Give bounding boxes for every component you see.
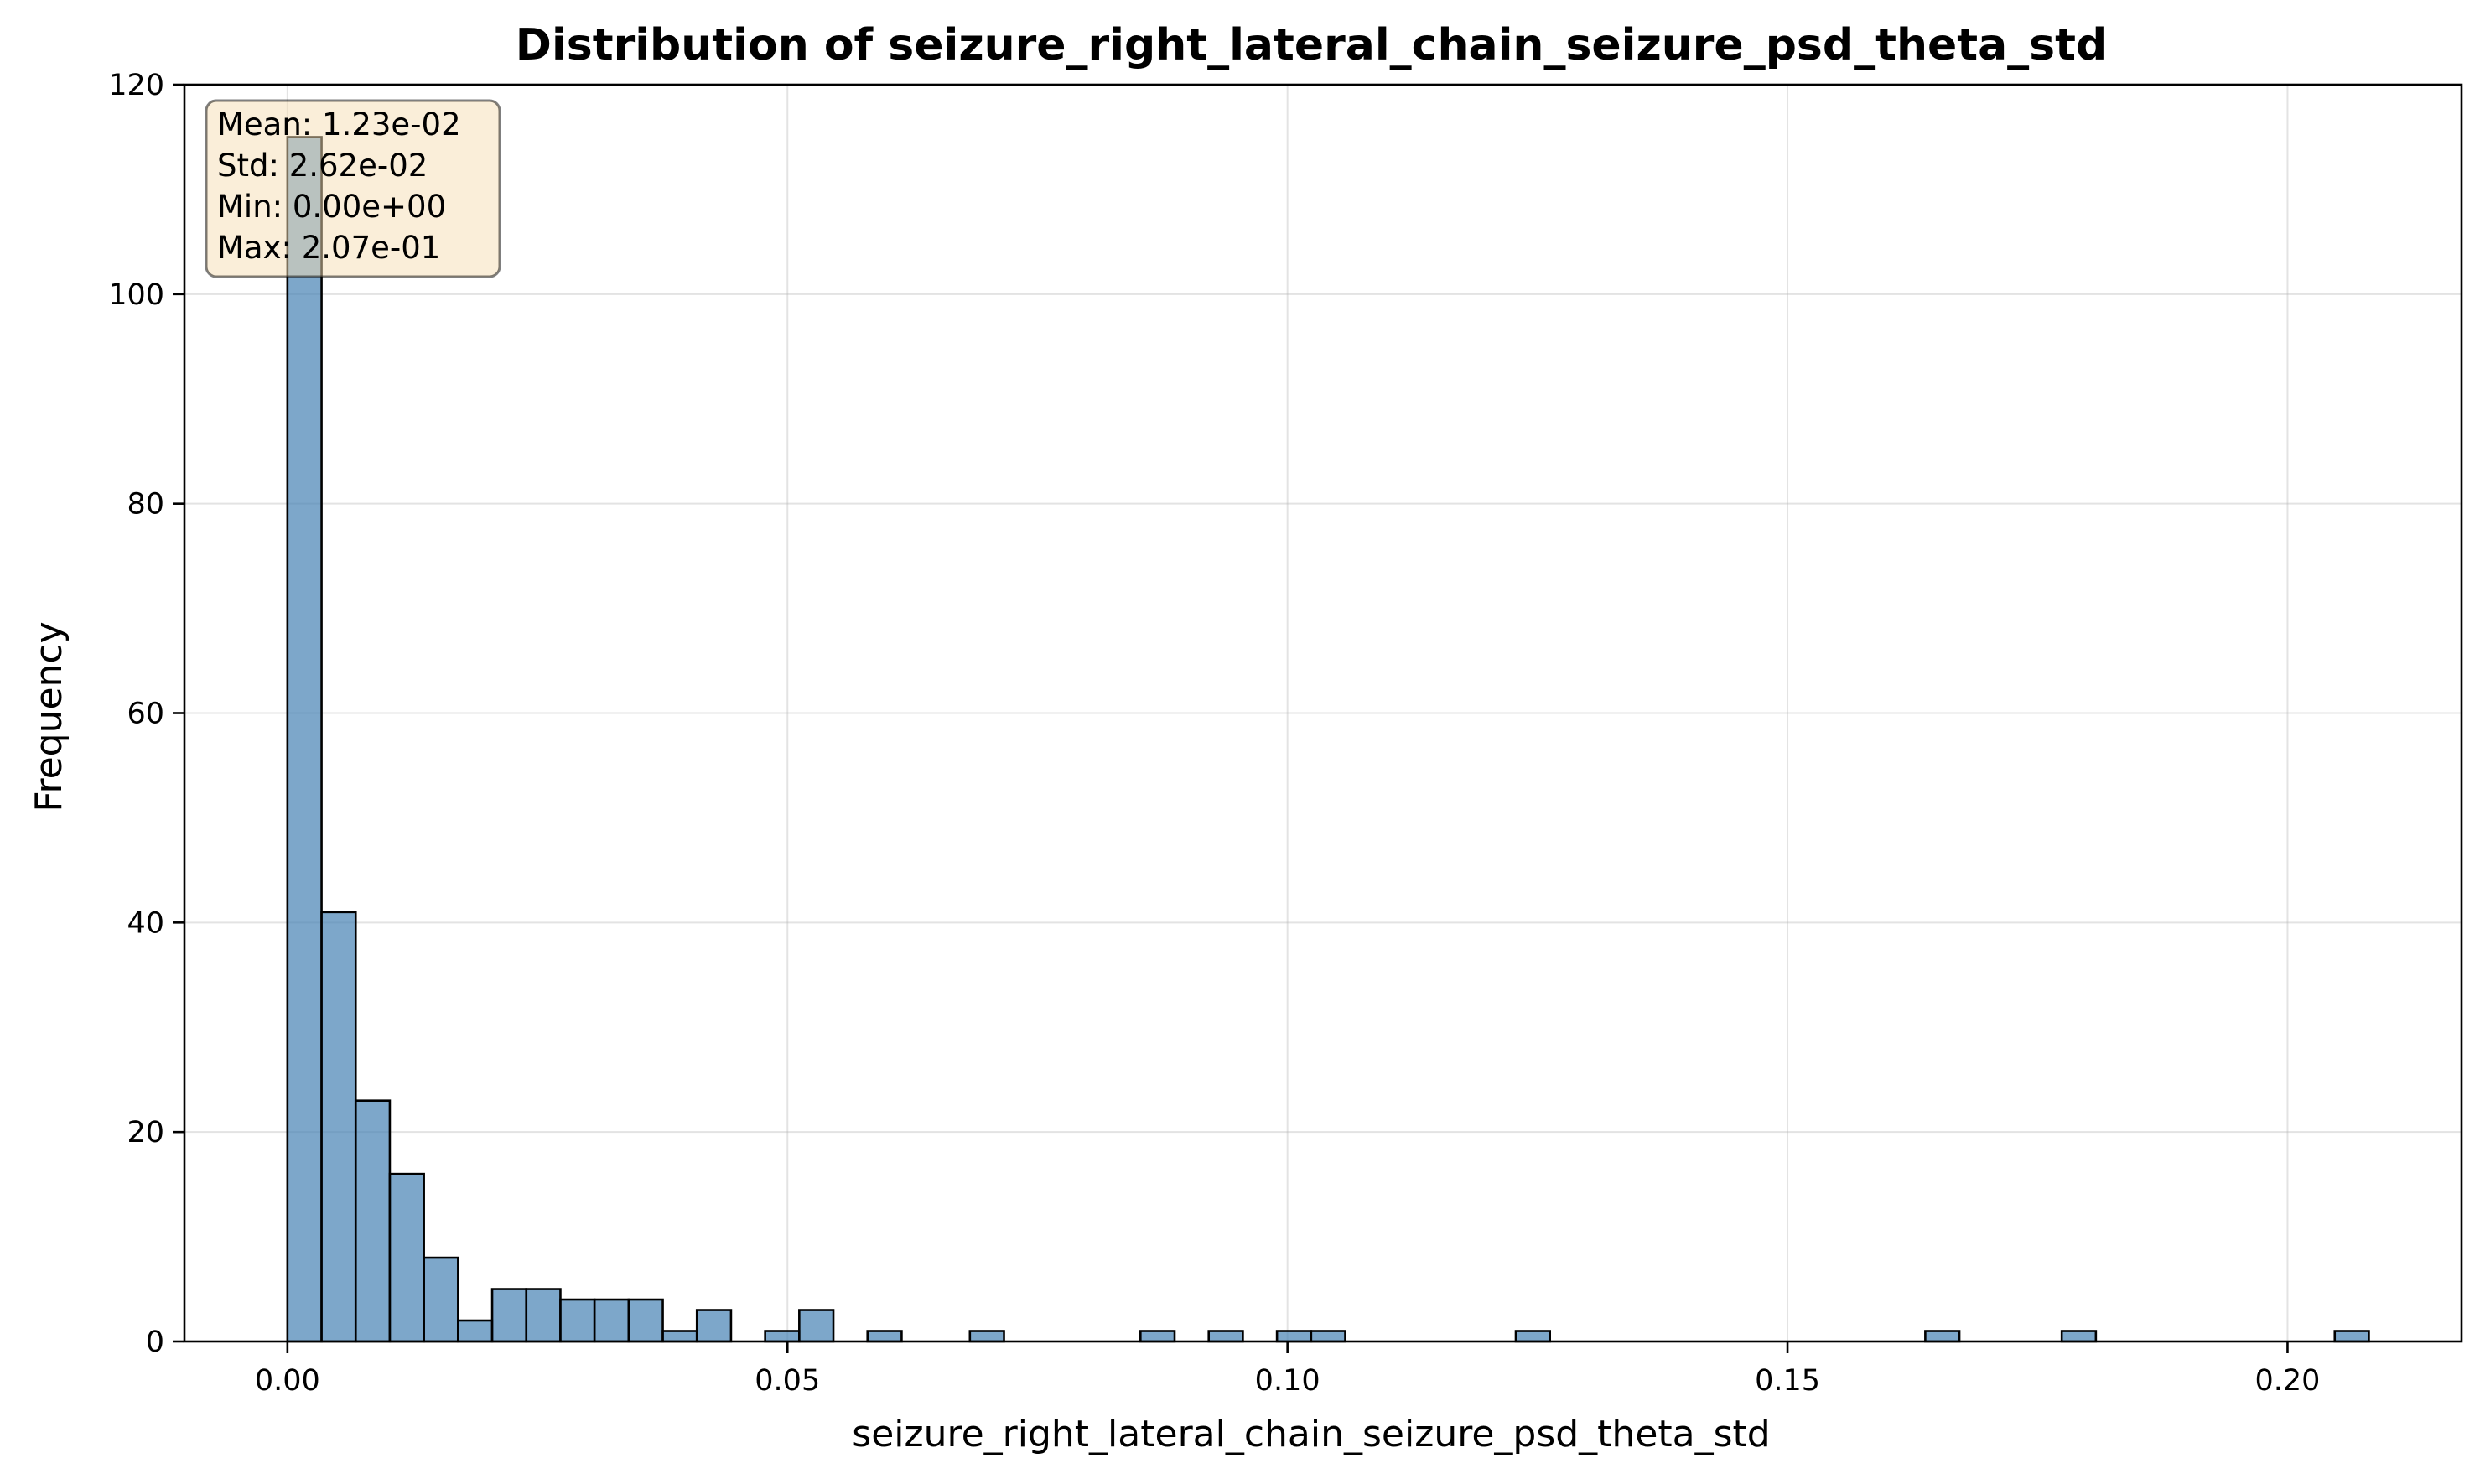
histogram-bar	[1924, 1330, 1961, 1343]
x-tick-label: 0.00	[255, 1364, 320, 1398]
chart-title: Distribution of seizure_right_lateral_ch…	[516, 20, 2107, 70]
histogram-bar	[1139, 1330, 1176, 1343]
y-axis-ticks: 0 20 40 60 80 100 120	[108, 69, 184, 1359]
y-tick-label: 60	[127, 698, 164, 731]
histogram-bar	[457, 1319, 494, 1343]
histogram-bar	[388, 1172, 425, 1343]
histogram-bar	[798, 1309, 835, 1343]
histogram-bar	[627, 1298, 664, 1343]
histogram-bar	[1310, 1330, 1346, 1343]
x-tick-label: 0.05	[755, 1364, 820, 1398]
x-axis-ticks: 0.00 0.05 0.10 0.15 0.20	[255, 1341, 2320, 1398]
histogram-bar	[661, 1330, 698, 1343]
histogram-bar	[354, 1099, 392, 1343]
stats-min: Min: 0.00e+00	[217, 189, 446, 225]
stats-mean: Mean: 1.23e-02	[217, 106, 461, 143]
y-axis-label: Frequency	[28, 621, 70, 812]
stats-annotation: Mean: 1.23e-02 Std: 2.62e-02 Min: 0.00e+…	[205, 99, 501, 278]
histogram-bar	[1514, 1330, 1551, 1343]
histogram-bar	[866, 1330, 903, 1343]
x-tick-label: 0.20	[2254, 1364, 2320, 1398]
histogram-bar	[286, 136, 323, 1343]
stats-box	[205, 99, 501, 278]
x-tick-label: 0.15	[1755, 1364, 1820, 1398]
y-tick-label: 0	[146, 1326, 164, 1359]
histogram-bar	[764, 1330, 801, 1343]
stats-max: Max: 2.07e-01	[217, 230, 440, 266]
y-tick-label: 40	[127, 906, 164, 940]
y-tick-label: 80	[127, 488, 164, 521]
x-axis-label: seizure_right_lateral_chain_seizure_psd_…	[852, 1413, 1770, 1455]
histogram-bar	[525, 1288, 562, 1343]
histogram-bar	[2333, 1330, 2370, 1343]
histogram-bar	[968, 1330, 1005, 1343]
histogram-bar	[559, 1298, 596, 1343]
stats-std: Std: 2.62e-02	[217, 148, 428, 184]
y-tick-label: 20	[127, 1116, 164, 1149]
x-tick-label: 0.10	[1255, 1364, 1320, 1398]
histogram-bar	[490, 1288, 528, 1343]
histogram-bar	[1275, 1330, 1313, 1343]
grid-lines	[184, 84, 2462, 1342]
histogram-bar	[593, 1298, 630, 1343]
histogram-bar	[1207, 1330, 1244, 1343]
histogram-bar	[320, 911, 357, 1343]
y-tick-label: 120	[108, 69, 164, 102]
y-tick-label: 100	[108, 278, 164, 312]
histogram-bar	[423, 1256, 459, 1343]
histogram-bar	[695, 1309, 733, 1343]
histogram-bar	[2060, 1330, 2098, 1343]
histogram-bars	[286, 136, 2370, 1343]
